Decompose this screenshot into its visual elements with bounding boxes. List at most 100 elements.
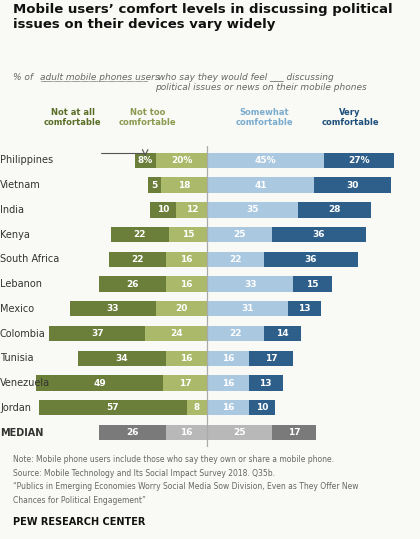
Text: Note: Mobile phone users include those who say they own or share a mobile phone.: Note: Mobile phone users include those w… bbox=[13, 455, 333, 465]
Bar bbox=[324, 153, 394, 168]
Text: Source: Mobile Technology and Its Social Impact Survey 2018. Q35b.: Source: Mobile Technology and Its Social… bbox=[13, 469, 275, 478]
Text: 18: 18 bbox=[178, 181, 190, 190]
Text: India: India bbox=[0, 205, 24, 215]
Text: Venezuela: Venezuela bbox=[0, 378, 50, 388]
Text: 25: 25 bbox=[234, 428, 246, 437]
Bar bbox=[207, 301, 288, 316]
Bar bbox=[207, 177, 314, 193]
Text: ________________________: ________________________ bbox=[40, 73, 148, 82]
Bar bbox=[155, 153, 207, 168]
Text: Colombia: Colombia bbox=[0, 329, 46, 338]
Bar bbox=[111, 227, 168, 242]
Text: 49: 49 bbox=[93, 378, 106, 388]
Text: 25: 25 bbox=[234, 230, 246, 239]
Bar bbox=[207, 277, 293, 292]
Bar bbox=[207, 425, 272, 440]
Bar bbox=[186, 400, 207, 416]
Text: adult mobile phones users: adult mobile phones users bbox=[40, 73, 160, 82]
Text: 20%: 20% bbox=[171, 156, 192, 165]
Text: Lebanon: Lebanon bbox=[0, 279, 42, 289]
Bar bbox=[163, 375, 207, 391]
Bar bbox=[249, 375, 283, 391]
Text: 17: 17 bbox=[288, 428, 301, 437]
Text: 15: 15 bbox=[182, 230, 194, 239]
Text: Somewhat
comfortable: Somewhat comfortable bbox=[236, 108, 293, 127]
Bar bbox=[207, 202, 298, 218]
Bar bbox=[207, 227, 272, 242]
Bar bbox=[207, 326, 265, 341]
Text: 57: 57 bbox=[106, 403, 119, 412]
Bar bbox=[176, 202, 207, 218]
Text: Philippines: Philippines bbox=[0, 155, 53, 165]
Text: who say they would feel ___ discussing
political issues or news on their mobile : who say they would feel ___ discussing p… bbox=[155, 73, 367, 92]
Text: Tunisia: Tunisia bbox=[0, 353, 34, 363]
Text: % of: % of bbox=[13, 73, 35, 82]
Text: MEDIAN: MEDIAN bbox=[0, 427, 43, 438]
Bar bbox=[272, 425, 316, 440]
Text: Not too
comfortable: Not too comfortable bbox=[119, 108, 176, 127]
Bar bbox=[207, 153, 324, 168]
Text: 13: 13 bbox=[298, 305, 311, 313]
Bar bbox=[298, 202, 371, 218]
Bar bbox=[166, 425, 207, 440]
Bar bbox=[288, 301, 321, 316]
Bar bbox=[265, 252, 358, 267]
Text: 17: 17 bbox=[179, 378, 192, 388]
Text: “Publics in Emerging Economies Worry Social Media Sow Division, Even as They Off: “Publics in Emerging Economies Worry Soc… bbox=[13, 482, 358, 492]
Text: 10: 10 bbox=[157, 205, 170, 215]
Bar bbox=[99, 425, 166, 440]
Text: 16: 16 bbox=[222, 354, 234, 363]
Text: 26: 26 bbox=[126, 280, 139, 288]
Text: PEW RESEARCH CENTER: PEW RESEARCH CENTER bbox=[13, 517, 145, 528]
Bar bbox=[249, 351, 293, 366]
Text: 22: 22 bbox=[230, 329, 242, 338]
Text: 12: 12 bbox=[186, 205, 198, 215]
Text: 16: 16 bbox=[181, 354, 193, 363]
Text: Jordan: Jordan bbox=[0, 403, 31, 413]
Bar bbox=[155, 301, 207, 316]
Text: 13: 13 bbox=[260, 378, 272, 388]
Bar bbox=[161, 177, 207, 193]
Text: 22: 22 bbox=[134, 230, 146, 239]
Text: 15: 15 bbox=[306, 280, 319, 288]
Text: Mexico: Mexico bbox=[0, 304, 34, 314]
Bar bbox=[145, 326, 207, 341]
Bar bbox=[150, 202, 176, 218]
Bar bbox=[135, 153, 155, 168]
Text: 16: 16 bbox=[222, 378, 234, 388]
Bar bbox=[207, 252, 265, 267]
Text: Very
comfortable: Very comfortable bbox=[321, 108, 379, 127]
Bar bbox=[148, 177, 161, 193]
Text: Chances for Political Engagement”: Chances for Political Engagement” bbox=[13, 496, 145, 505]
Bar bbox=[207, 400, 249, 416]
Bar bbox=[166, 252, 207, 267]
Bar bbox=[99, 277, 166, 292]
Bar bbox=[78, 351, 166, 366]
Bar bbox=[265, 326, 301, 341]
Text: 33: 33 bbox=[244, 280, 257, 288]
Text: 35: 35 bbox=[247, 205, 259, 215]
Text: 16: 16 bbox=[181, 280, 193, 288]
Text: 34: 34 bbox=[116, 354, 128, 363]
Bar bbox=[36, 375, 163, 391]
Text: 31: 31 bbox=[241, 305, 254, 313]
Bar bbox=[207, 351, 249, 366]
Text: 37: 37 bbox=[91, 329, 104, 338]
Bar bbox=[272, 227, 365, 242]
Text: 22: 22 bbox=[230, 255, 242, 264]
Text: 17: 17 bbox=[265, 354, 277, 363]
Bar bbox=[166, 351, 207, 366]
Bar bbox=[49, 326, 145, 341]
Bar bbox=[109, 252, 166, 267]
Text: Vietnam: Vietnam bbox=[0, 180, 41, 190]
Text: 16: 16 bbox=[222, 403, 234, 412]
Text: 20: 20 bbox=[175, 305, 188, 313]
Text: 30: 30 bbox=[346, 181, 359, 190]
Text: Mobile users’ comfort levels in discussing political
issues on their devices var: Mobile users’ comfort levels in discussi… bbox=[13, 3, 392, 31]
Text: 10: 10 bbox=[256, 403, 268, 412]
Text: Not at all
comfortable: Not at all comfortable bbox=[44, 108, 101, 127]
Text: South Africa: South Africa bbox=[0, 254, 59, 264]
Text: 28: 28 bbox=[328, 205, 341, 215]
Text: 26: 26 bbox=[126, 428, 139, 437]
Text: 22: 22 bbox=[131, 255, 144, 264]
